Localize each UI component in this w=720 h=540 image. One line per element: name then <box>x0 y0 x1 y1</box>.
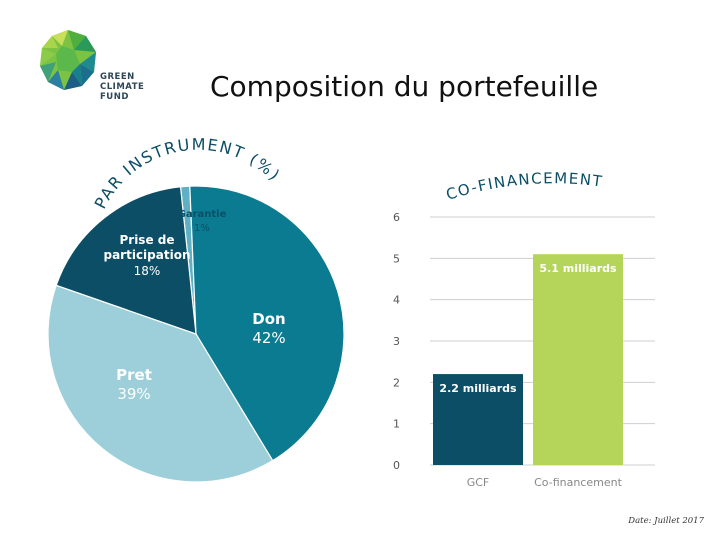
logo-wordmark: GREEN CLIMATE FUND <box>100 72 144 102</box>
pie-slice-don <box>189 185 345 462</box>
bar-categories: GCF Co-financement <box>467 476 623 489</box>
pie-slices <box>47 185 345 483</box>
bar-title-path: CO-FINANCEMENT <box>444 169 603 204</box>
pie-label-don: Don <box>252 310 285 328</box>
logo-line-2: CLIMATE <box>100 82 145 92</box>
date-note: Date: Juillet 2017 <box>628 516 704 526</box>
y-tick-label-1: 1 <box>393 418 400 431</box>
pie-value-participation: 18% <box>134 264 161 278</box>
bar-cofinancement <box>533 254 623 465</box>
instrument-pie-chart: PAR INSTRUMENT (%) Garantie1%Don42%Pret3… <box>47 135 345 483</box>
y-tick-label-5: 5 <box>393 252 400 265</box>
green-climate-fund-logo-icon <box>40 30 96 90</box>
bar-data-label-1: 5.1 milliards <box>539 262 617 275</box>
page-title: Composition du portefeuille <box>210 70 599 103</box>
pie-label-pret: Pret <box>116 366 152 384</box>
bar-category-label-0: GCF <box>467 476 490 489</box>
pie-label-garantie: Garantie <box>178 209 227 220</box>
y-tick-label-4: 4 <box>393 294 400 307</box>
pie-value-pret: 39% <box>117 385 150 403</box>
pie-slice-pret <box>47 284 274 483</box>
logo-line-3: FUND <box>100 92 129 102</box>
bar-gcf <box>433 374 523 465</box>
y-tick-label-2: 2 <box>393 376 400 389</box>
pie-label-participation: Prise de participation <box>103 233 190 262</box>
y-tick-label-3: 3 <box>393 335 400 348</box>
bar-category-label-1: Co-financement <box>534 476 622 489</box>
pie-value-don: 42% <box>252 329 285 347</box>
bar-chart-title: CO-FINANCEMENT <box>444 169 604 204</box>
logo-line-1: GREEN <box>100 72 135 82</box>
y-tick-label-0: 0 <box>393 459 400 472</box>
bar-data-label-0: 2.2 milliards <box>439 382 517 395</box>
pie-value-garantie: 1% <box>194 223 210 234</box>
pie-slice-participation <box>55 186 197 335</box>
bars: 2.2 milliards 5.1 milliards <box>433 254 623 465</box>
bar-y-ticks: 0 1 2 3 4 5 6 <box>393 211 400 472</box>
y-tick-label-6: 6 <box>393 211 400 224</box>
cofinancement-bar-chart: CO-FINANCEMENT 0 1 2 3 4 5 6 2.2 milliards 5.1 … <box>393 169 655 489</box>
